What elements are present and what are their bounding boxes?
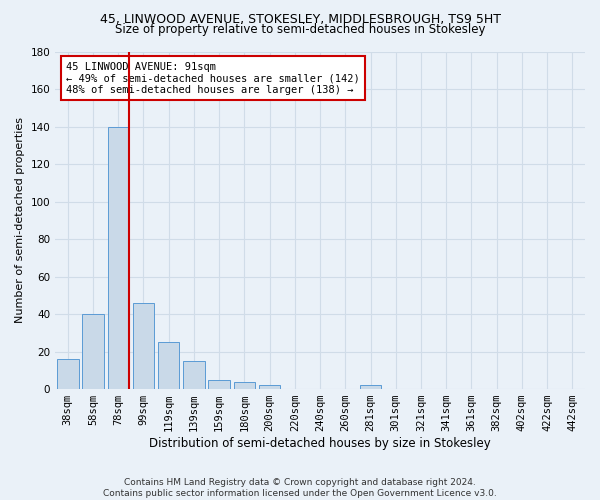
Text: 45 LINWOOD AVENUE: 91sqm
← 49% of semi-detached houses are smaller (142)
48% of : 45 LINWOOD AVENUE: 91sqm ← 49% of semi-d… [66,62,359,95]
Text: Contains HM Land Registry data © Crown copyright and database right 2024.
Contai: Contains HM Land Registry data © Crown c… [103,478,497,498]
Bar [133,303,154,389]
Bar [107,126,129,389]
Bar [183,361,205,389]
Bar [259,386,280,389]
Bar [360,386,381,389]
X-axis label: Distribution of semi-detached houses by size in Stokesley: Distribution of semi-detached houses by … [149,437,491,450]
Text: 45, LINWOOD AVENUE, STOKESLEY, MIDDLESBROUGH, TS9 5HT: 45, LINWOOD AVENUE, STOKESLEY, MIDDLESBR… [100,12,500,26]
Y-axis label: Number of semi-detached properties: Number of semi-detached properties [15,118,25,324]
Bar [82,314,104,389]
Bar [158,342,179,389]
Bar [208,380,230,389]
Text: Size of property relative to semi-detached houses in Stokesley: Size of property relative to semi-detach… [115,22,485,36]
Bar [233,382,255,389]
Bar [57,359,79,389]
